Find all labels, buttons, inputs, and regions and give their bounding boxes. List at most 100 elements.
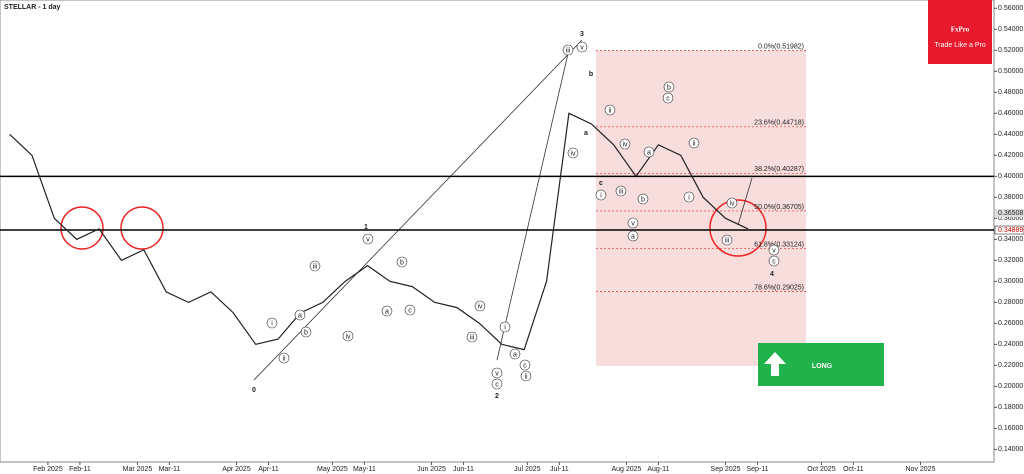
circled-label: a — [513, 351, 517, 358]
highlight-circle — [120, 206, 164, 250]
circled-label: i — [271, 320, 273, 327]
x-tick-label: Feb-11 — [69, 466, 91, 473]
fib-label: 50.0%(0.36705) — [754, 204, 804, 211]
y-tick-label: 0.26000 — [998, 320, 1023, 327]
wave-circle — [266, 317, 278, 329]
wave-circle — [396, 256, 408, 268]
circled-label: iv — [345, 333, 351, 340]
chart-title: STELLAR - 1 day — [4, 4, 61, 11]
wave-circle — [595, 189, 607, 201]
wave-circle — [683, 191, 695, 203]
wave-circle — [768, 255, 780, 267]
x-tick-label: Feb 2025 — [33, 466, 63, 473]
wave-circle — [300, 326, 312, 338]
wave-circle — [576, 41, 588, 53]
circled-label: ii — [282, 355, 286, 362]
wave-circle — [627, 230, 639, 242]
price-label-box — [994, 225, 1024, 235]
y-tick-label: 0.22000 — [998, 362, 1023, 369]
fib-zone — [596, 50, 806, 366]
wave-label: 1 — [364, 224, 368, 231]
wave-circle — [474, 300, 486, 312]
y-tick-label: 0.20000 — [998, 383, 1023, 390]
price-label: 0.36508 — [998, 210, 1023, 217]
highlight-circle — [709, 199, 767, 257]
circled-label: c — [666, 95, 670, 102]
circled-label: iii — [470, 334, 475, 341]
wave-circle — [491, 367, 503, 379]
wave-circle — [726, 197, 738, 209]
circled-label: i — [688, 194, 690, 201]
wave-circle — [567, 147, 579, 159]
wave-line — [496, 44, 571, 361]
circled-label: c — [523, 362, 527, 369]
wave-circle — [688, 137, 700, 149]
circled-label: iii — [725, 237, 730, 244]
x-tick-label: Nov 2025 — [906, 466, 936, 473]
x-tick-label: Sep-11 — [746, 466, 768, 473]
circled-label: iv — [570, 150, 576, 157]
x-tick-label: Aug-11 — [647, 466, 669, 473]
x-tick-label: Apr 2025 — [222, 466, 251, 473]
highlight-circle — [60, 206, 104, 250]
y-tick-label: 0.52000 — [998, 47, 1023, 54]
circled-label: c — [772, 258, 776, 265]
x-tick-label: Apr-11 — [258, 466, 279, 473]
circled-label: a — [298, 312, 302, 319]
circled-label: iii — [566, 47, 571, 54]
wave-label: a — [584, 130, 588, 137]
circled-label: iv — [477, 303, 483, 310]
circled-label: iii — [313, 263, 318, 270]
circled-label: v — [366, 236, 370, 243]
y-tick-label: 0.50000 — [998, 68, 1023, 75]
x-tick-label: May 2025 — [317, 466, 348, 473]
fib-label: 23.6%(0.44718) — [754, 120, 804, 127]
circled-label: c — [495, 381, 499, 388]
fib-label: 38.2%(0.40287) — [754, 166, 804, 173]
circled-label: ii — [608, 107, 612, 114]
y-tick-label: 0.32000 — [998, 257, 1023, 264]
y-tick-label: 0.46000 — [998, 110, 1023, 117]
y-tick-label: 0.16000 — [998, 425, 1023, 432]
wave-circle — [768, 244, 780, 256]
x-tick-label: Mar 2025 — [123, 466, 153, 473]
y-tick-label: 0.24000 — [998, 341, 1023, 348]
wave-circle — [362, 233, 374, 245]
y-tick-label: 0.48000 — [998, 89, 1023, 96]
circled-label: v — [495, 370, 499, 377]
x-tick-label: Mar-11 — [159, 466, 181, 473]
y-tick-label: 0.56000 — [998, 5, 1023, 12]
circled-label: ii — [524, 373, 528, 380]
wave-line — [253, 39, 583, 381]
circled-label: iii — [619, 188, 624, 195]
circled-label: a — [647, 149, 651, 156]
wave-circle — [637, 193, 649, 205]
circled-label: a — [385, 308, 389, 315]
x-tick-label: Aug 2025 — [611, 466, 641, 473]
fib-label: 61.8%(0.33124) — [754, 241, 804, 248]
circled-label: b — [641, 196, 645, 203]
price-line — [9, 112, 749, 351]
wave-circle — [466, 331, 478, 343]
circled-label: a — [631, 233, 635, 240]
wave-circle — [278, 352, 290, 364]
circled-label: v — [631, 220, 635, 227]
y-tick-label: 0.40000 — [998, 173, 1023, 180]
y-tick-label: 0.38000 — [998, 194, 1023, 201]
y-tick-label: 0.54000 — [998, 26, 1023, 33]
wave-circle — [342, 330, 354, 342]
circled-label: b — [667, 84, 671, 91]
y-tick-label: 0.42000 — [998, 152, 1023, 159]
circled-label: c — [408, 307, 412, 314]
circled-label: v — [772, 247, 776, 254]
x-tick-label: Jul 2025 — [514, 466, 541, 473]
y-tick-label: 0.44000 — [998, 131, 1023, 138]
wave-circle — [562, 44, 574, 56]
wave-circle — [627, 217, 639, 229]
circled-label: b — [400, 259, 404, 266]
circled-label: i — [600, 192, 602, 199]
logo-name: FxPro — [951, 26, 970, 34]
circled-label: b — [304, 329, 308, 336]
wave-circle — [643, 146, 655, 158]
wave-circle — [381, 305, 393, 317]
